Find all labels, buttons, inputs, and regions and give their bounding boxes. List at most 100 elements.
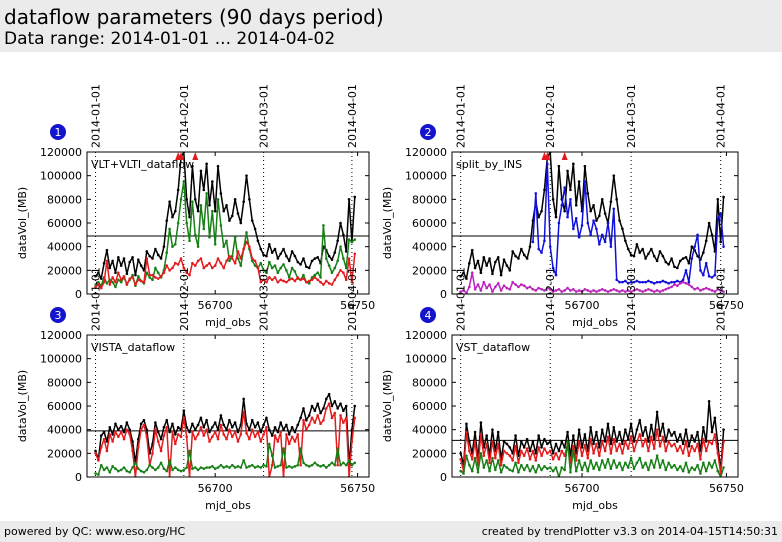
data-point xyxy=(182,416,186,420)
data-point xyxy=(511,280,514,284)
data-point xyxy=(310,416,314,420)
data-point xyxy=(122,437,126,441)
data-point xyxy=(632,280,636,284)
data-point xyxy=(632,467,636,471)
data-point xyxy=(621,468,624,472)
data-point xyxy=(290,266,294,270)
data-point xyxy=(211,465,214,468)
data-point xyxy=(560,290,564,293)
data-point xyxy=(641,280,644,284)
data-point xyxy=(520,440,523,443)
data-point xyxy=(678,444,682,448)
data-point xyxy=(248,465,251,468)
data-point xyxy=(310,276,314,279)
data-point xyxy=(684,282,688,285)
series-group xyxy=(459,152,725,294)
data-point xyxy=(528,449,532,453)
data-point xyxy=(710,276,714,279)
data-point xyxy=(546,162,549,166)
data-point xyxy=(185,466,188,469)
data-point xyxy=(111,465,114,468)
data-point xyxy=(632,440,636,443)
data-point xyxy=(580,446,584,449)
data-point xyxy=(97,280,100,284)
data-point xyxy=(716,216,720,220)
y-axis-label: dataVol_(MB) xyxy=(16,187,29,259)
data-point xyxy=(128,260,132,264)
data-point xyxy=(228,466,231,469)
data-point xyxy=(273,276,277,279)
data-point xyxy=(165,426,169,429)
data-point xyxy=(285,269,288,272)
data-point xyxy=(681,469,685,473)
data-point xyxy=(307,423,311,427)
data-point xyxy=(468,449,471,453)
data-point xyxy=(307,279,311,283)
header-bar: dataflow parameters (90 days period) Dat… xyxy=(0,0,782,52)
data-point xyxy=(710,442,714,446)
data-point xyxy=(655,428,659,431)
data-point xyxy=(276,271,280,274)
data-point xyxy=(136,274,140,278)
y-tick-label: 80000 xyxy=(412,193,447,206)
data-point xyxy=(182,468,186,472)
data-point xyxy=(600,233,604,237)
data-point xyxy=(583,443,587,447)
data-point xyxy=(145,428,149,431)
data-point xyxy=(569,188,572,192)
data-point xyxy=(287,442,291,446)
data-point xyxy=(305,280,308,284)
data-point xyxy=(624,290,627,293)
data-point xyxy=(476,259,480,263)
data-point xyxy=(225,259,228,263)
data-point xyxy=(324,397,328,401)
data-point xyxy=(154,421,157,424)
data-point xyxy=(644,461,647,465)
data-point xyxy=(310,404,314,408)
x-tick-label: 56700 xyxy=(198,299,233,312)
data-point xyxy=(626,282,630,285)
data-point xyxy=(626,447,630,450)
data-point xyxy=(609,245,613,248)
data-point xyxy=(119,280,123,284)
data-point xyxy=(496,256,500,259)
data-point xyxy=(479,433,483,436)
data-point xyxy=(704,239,708,243)
data-point xyxy=(459,274,462,278)
date-marker-label: 2014-02-01 xyxy=(178,267,191,331)
data-point xyxy=(174,243,177,246)
data-point xyxy=(139,469,143,473)
page-subtitle: Data range: 2014-01-01 ... 2014-04-02 xyxy=(4,29,336,49)
data-point xyxy=(716,469,720,473)
data-point xyxy=(543,289,546,292)
data-point xyxy=(250,259,254,263)
data-point xyxy=(265,254,268,258)
data-point xyxy=(505,466,509,469)
data-point xyxy=(702,426,705,429)
data-point xyxy=(250,257,254,260)
data-point xyxy=(580,468,584,472)
data-point xyxy=(644,257,647,260)
data-point xyxy=(681,280,685,284)
data-point xyxy=(716,198,720,201)
data-point xyxy=(577,440,581,443)
data-point xyxy=(482,256,486,259)
data-point xyxy=(282,247,285,251)
data-point xyxy=(202,467,206,471)
data-point xyxy=(647,440,650,443)
data-point xyxy=(525,463,529,467)
data-point xyxy=(563,454,566,458)
data-point xyxy=(650,247,653,251)
data-point xyxy=(485,459,488,462)
data-point xyxy=(543,239,546,243)
data-point xyxy=(624,279,627,283)
data-point xyxy=(520,463,523,467)
data-point xyxy=(621,442,624,446)
data-point xyxy=(342,257,345,260)
data-point xyxy=(479,289,483,292)
data-point xyxy=(287,276,291,279)
data-point xyxy=(296,433,300,436)
data-point xyxy=(612,287,616,291)
data-point xyxy=(566,440,569,443)
data-point xyxy=(276,440,280,443)
